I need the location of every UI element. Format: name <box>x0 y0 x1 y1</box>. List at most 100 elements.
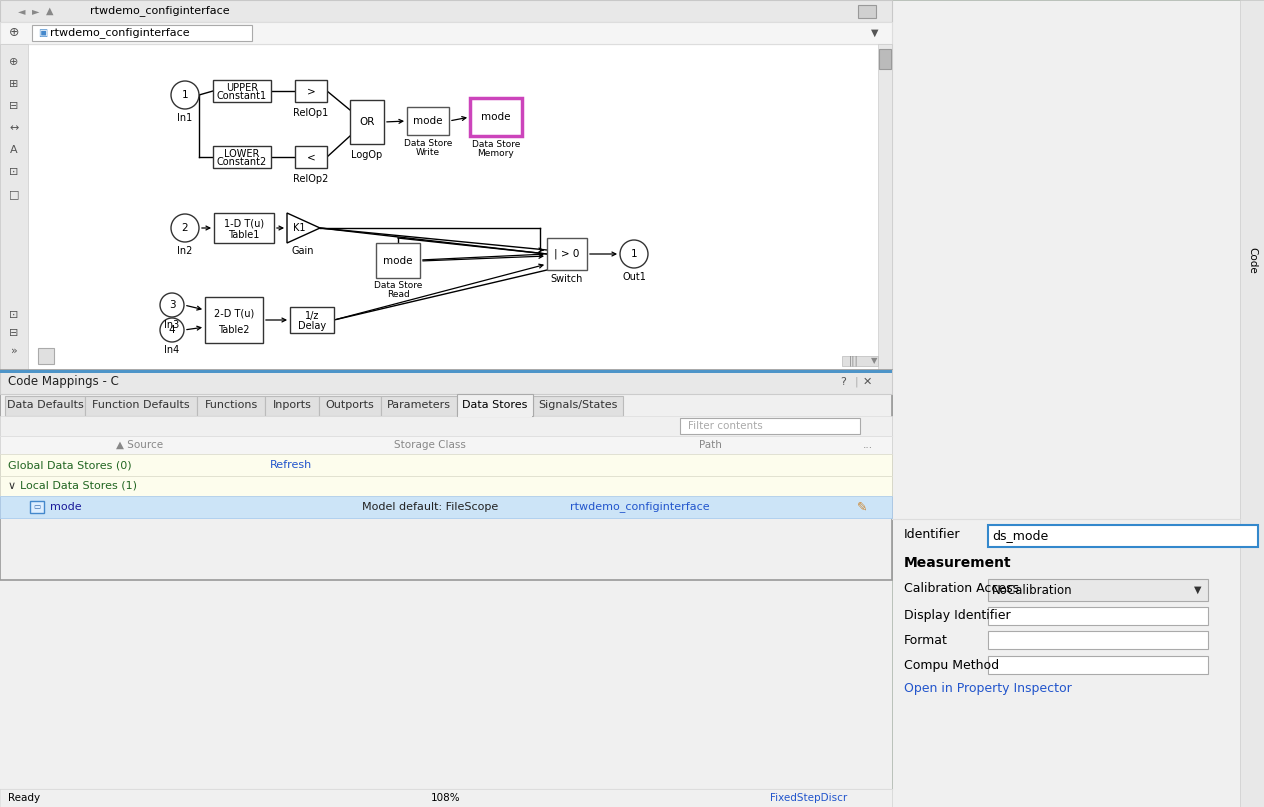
Text: OR: OR <box>359 117 374 127</box>
Text: ✕: ✕ <box>862 377 872 387</box>
Text: In3: In3 <box>164 320 179 330</box>
Text: Code: Code <box>1248 247 1256 274</box>
Text: Ready: Ready <box>8 793 40 803</box>
Bar <box>470 98 522 136</box>
Bar <box>265 396 319 416</box>
Text: Filter contents: Filter contents <box>688 421 762 431</box>
Bar <box>988 656 1208 674</box>
Text: ⊕: ⊕ <box>9 27 19 40</box>
Bar <box>85 396 197 416</box>
Text: Global Data Stores (0): Global Data Stores (0) <box>8 460 131 470</box>
Text: Gain: Gain <box>292 246 315 256</box>
Text: rtwdemo_configinterface: rtwdemo_configinterface <box>90 6 230 16</box>
Text: ▼: ▼ <box>871 357 877 366</box>
Bar <box>32 25 252 41</box>
Text: 4: 4 <box>168 325 176 335</box>
Text: rtwdemo_configinterface: rtwdemo_configinterface <box>51 27 190 39</box>
Text: mode: mode <box>482 112 511 122</box>
Bar <box>38 348 54 364</box>
Text: K1: K1 <box>293 223 305 233</box>
Text: UPPER: UPPER <box>226 82 258 93</box>
Text: Outports: Outports <box>326 400 374 410</box>
Text: ⊕: ⊕ <box>9 57 19 67</box>
Bar <box>350 100 384 144</box>
Polygon shape <box>287 213 320 243</box>
Text: RelOp2: RelOp2 <box>293 174 329 184</box>
Text: mode: mode <box>413 116 442 126</box>
Bar <box>295 146 327 168</box>
Text: Constant1: Constant1 <box>217 91 267 101</box>
Text: ⊟: ⊟ <box>9 101 19 111</box>
Text: Write: Write <box>416 148 440 157</box>
Bar <box>0 0 892 807</box>
Bar <box>458 394 533 416</box>
Bar <box>197 396 265 416</box>
Text: Open in Property Inspector: Open in Property Inspector <box>904 682 1072 695</box>
Text: ⊡: ⊡ <box>9 310 19 320</box>
Bar <box>892 0 1264 807</box>
Bar <box>458 415 532 417</box>
Text: Data Defaults: Data Defaults <box>6 400 83 410</box>
Text: Switch: Switch <box>551 274 583 284</box>
Text: Data Store: Data Store <box>403 139 453 148</box>
Text: ✎: ✎ <box>857 500 867 513</box>
Bar <box>0 44 28 370</box>
Bar <box>5 396 85 416</box>
Text: Path: Path <box>699 440 722 450</box>
Text: ►: ► <box>33 6 39 16</box>
Text: Storage Class: Storage Class <box>394 440 466 450</box>
Text: Format: Format <box>904 633 948 646</box>
Text: Refresh: Refresh <box>270 460 312 470</box>
Text: Parameters: Parameters <box>387 400 451 410</box>
Text: 1-D T(u): 1-D T(u) <box>224 219 264 228</box>
Bar <box>878 49 891 69</box>
Circle shape <box>161 293 185 317</box>
Bar <box>1240 0 1264 807</box>
Text: Data Stores: Data Stores <box>463 400 527 410</box>
Bar <box>0 454 892 476</box>
Text: In1: In1 <box>177 113 192 123</box>
Bar <box>0 370 892 373</box>
Circle shape <box>171 214 198 242</box>
Bar <box>0 476 892 496</box>
Text: |||: ||| <box>849 356 858 366</box>
Bar <box>547 238 586 270</box>
Text: 2-D T(u): 2-D T(u) <box>214 308 254 318</box>
Bar <box>988 631 1208 649</box>
Text: 3: 3 <box>168 300 176 310</box>
Text: »: » <box>10 346 18 356</box>
Bar <box>0 416 892 436</box>
Bar <box>0 436 892 454</box>
Bar <box>30 501 44 513</box>
Bar <box>858 5 876 18</box>
Bar <box>205 297 263 343</box>
Text: Data Store: Data Store <box>471 140 521 149</box>
Bar <box>0 789 892 807</box>
Text: RelOp1: RelOp1 <box>293 108 329 118</box>
Text: Out1: Out1 <box>622 272 646 282</box>
Text: 1/z: 1/z <box>305 312 320 321</box>
Text: ▭: ▭ <box>33 503 40 512</box>
Text: mode: mode <box>51 502 82 512</box>
Text: ...: ... <box>863 440 873 450</box>
Text: Calibration Access: Calibration Access <box>904 582 1019 595</box>
Text: Model default: FileScope: Model default: FileScope <box>362 502 498 512</box>
Text: ◄: ◄ <box>18 6 25 16</box>
Text: ▣: ▣ <box>38 28 47 38</box>
Bar <box>407 107 449 135</box>
Text: |: | <box>854 377 858 387</box>
Bar <box>214 213 274 243</box>
Text: A: A <box>10 145 18 155</box>
Bar <box>842 356 878 366</box>
Text: Table2: Table2 <box>219 325 250 335</box>
Text: Table1: Table1 <box>229 230 259 240</box>
Text: ds_mode: ds_mode <box>992 529 1048 542</box>
Text: Identifier: Identifier <box>904 528 961 541</box>
Bar <box>0 496 892 518</box>
Text: 1: 1 <box>631 249 637 259</box>
Bar <box>289 307 334 333</box>
Bar <box>0 370 892 394</box>
Circle shape <box>161 318 185 342</box>
Text: ↔: ↔ <box>9 123 19 133</box>
Bar <box>295 80 327 102</box>
